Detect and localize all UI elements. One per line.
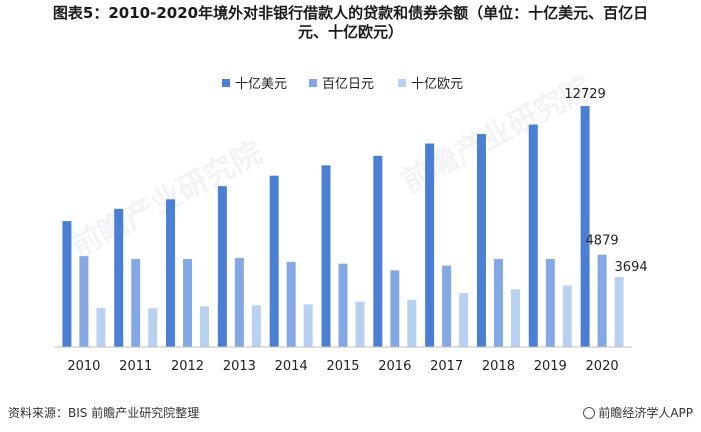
chart-title-line-1: 图表5：2010-2020年境外对非银行借款人的贷款和债券余额（单位：十亿美元、… bbox=[52, 4, 649, 22]
brand: 前瞻经济学人APP bbox=[583, 404, 693, 421]
data-label: 4879 bbox=[586, 234, 619, 249]
x-tick-label: 2019 bbox=[534, 359, 567, 374]
bar bbox=[303, 304, 313, 347]
bar bbox=[425, 143, 435, 347]
bar bbox=[183, 258, 193, 347]
x-tick-label: 2016 bbox=[378, 359, 411, 374]
chart-title: 图表5：2010-2020年境外对非银行借款人的贷款和债券余额（单位：十亿美元、… bbox=[0, 4, 701, 42]
bar bbox=[269, 175, 279, 347]
bar bbox=[442, 265, 452, 347]
chart-title-line-2: 元、十亿欧元） bbox=[297, 23, 403, 41]
x-tick-label: 2020 bbox=[586, 359, 619, 374]
bar bbox=[251, 305, 261, 347]
bar bbox=[131, 258, 141, 347]
bar bbox=[528, 124, 538, 347]
bar bbox=[597, 254, 607, 347]
x-tick-label: 2015 bbox=[326, 359, 359, 374]
bar bbox=[338, 263, 348, 347]
bar bbox=[200, 306, 210, 347]
x-tick-label: 2017 bbox=[430, 359, 463, 374]
x-tick-label: 2010 bbox=[67, 359, 100, 374]
bar bbox=[286, 261, 296, 347]
x-tick-label: 2011 bbox=[119, 359, 152, 374]
legend-swatch bbox=[222, 79, 230, 87]
brand-logo-icon bbox=[583, 407, 596, 419]
bar bbox=[321, 165, 331, 347]
bar bbox=[580, 106, 590, 347]
legend-label: 十亿欧元 bbox=[411, 77, 463, 92]
bar bbox=[355, 301, 365, 347]
bar bbox=[545, 258, 555, 347]
bar bbox=[96, 308, 106, 347]
data-label: 12729 bbox=[564, 87, 605, 102]
bar bbox=[562, 285, 572, 347]
source-note: 资料来源：BIS 前瞻产业研究院整理 bbox=[8, 406, 200, 420]
data-label: 3694 bbox=[615, 260, 648, 275]
bar bbox=[217, 186, 227, 347]
bar bbox=[79, 256, 89, 347]
brand-label: 前瞻经济学人APP bbox=[598, 406, 693, 420]
bar bbox=[510, 289, 520, 347]
bar bbox=[62, 221, 72, 347]
footer: 资料来源：BIS 前瞻产业研究院整理 前瞻经济学人APP bbox=[8, 404, 693, 424]
bar bbox=[390, 270, 400, 347]
bar bbox=[234, 258, 244, 347]
bar bbox=[148, 308, 158, 347]
legend-swatch bbox=[398, 79, 406, 87]
x-tick-label: 2013 bbox=[223, 359, 256, 374]
x-tick-label: 2014 bbox=[275, 359, 308, 374]
legend-label: 十亿美元 bbox=[235, 77, 287, 92]
bar bbox=[614, 277, 624, 347]
bar bbox=[459, 293, 469, 347]
bar bbox=[166, 199, 176, 347]
x-tick-label: 2012 bbox=[171, 359, 204, 374]
bar bbox=[493, 258, 503, 347]
x-tick-label: 2018 bbox=[482, 359, 515, 374]
bar bbox=[373, 155, 383, 347]
bar bbox=[407, 299, 417, 347]
bar bbox=[476, 134, 486, 347]
legend-label: 百亿日元 bbox=[322, 77, 374, 92]
legend-swatch bbox=[309, 79, 317, 87]
bar bbox=[114, 208, 124, 347]
